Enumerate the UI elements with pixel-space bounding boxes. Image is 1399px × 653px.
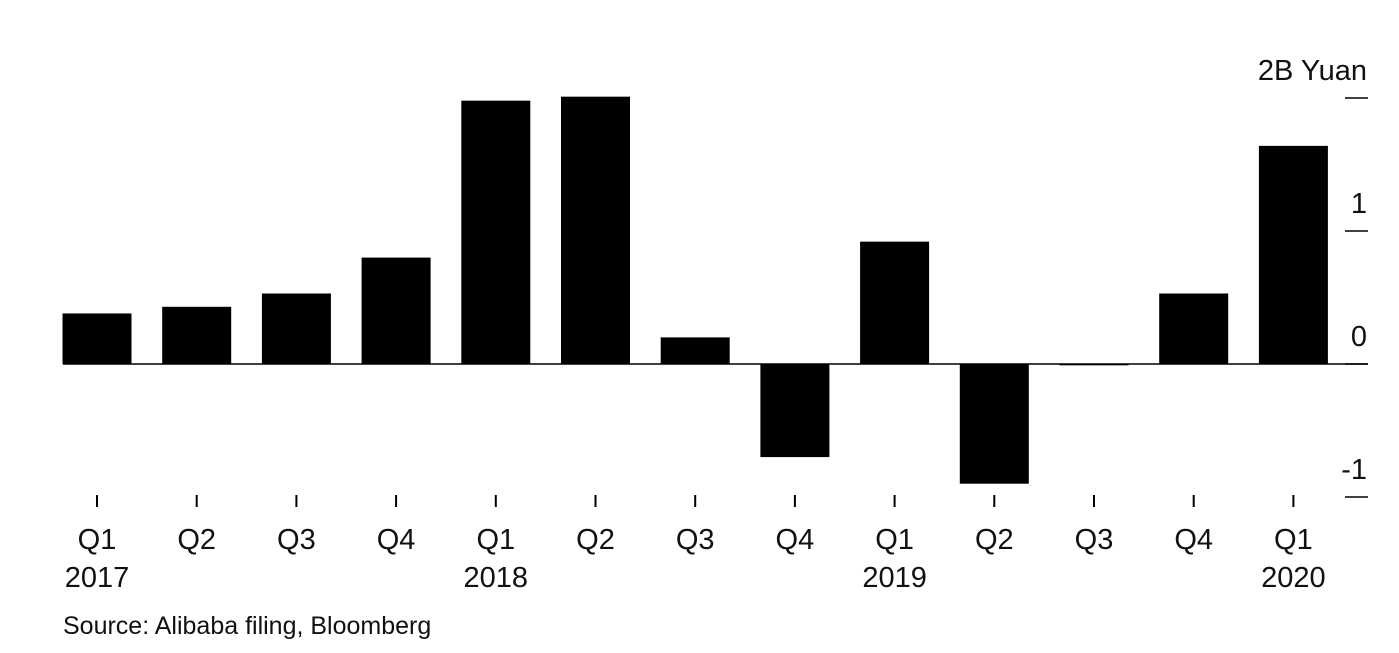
- y-tick-label-3: 2B Yuan: [1258, 55, 1367, 87]
- x-tick-label-0: Q1: [78, 524, 117, 556]
- bar-6: [660, 337, 730, 364]
- bar-8: [860, 241, 930, 364]
- bar-11: [1159, 293, 1229, 364]
- bar-12: [1258, 145, 1328, 364]
- x-tick-label-10: Q3: [1075, 524, 1114, 556]
- x-year-label-12: 2020: [1261, 562, 1326, 594]
- x-year-label-8: 2019: [862, 562, 927, 594]
- bar-7: [760, 364, 830, 458]
- x-tick-label-1: Q2: [177, 524, 216, 556]
- x-tick-label-11: Q4: [1174, 524, 1213, 556]
- x-tick-label-9: Q2: [975, 524, 1014, 556]
- bar-1: [162, 306, 232, 364]
- y-tick-label-1: 0: [1351, 321, 1367, 353]
- y-tick-label-2: 1: [1351, 188, 1367, 220]
- x-tick-label-12: Q1: [1274, 524, 1313, 556]
- x-year-label-4: 2018: [464, 562, 529, 594]
- x-tick-label-8: Q1: [875, 524, 914, 556]
- x-tick-label-7: Q4: [776, 524, 815, 556]
- x-year-label-0: 2017: [65, 562, 130, 594]
- source-note: Source: Alibaba filing, Bloomberg: [63, 612, 432, 640]
- x-tick-label-2: Q3: [277, 524, 316, 556]
- bar-3: [361, 257, 431, 364]
- x-tick-label-3: Q4: [377, 524, 416, 556]
- bar-0: [62, 313, 132, 364]
- bar-5: [561, 96, 630, 365]
- x-tick-label-4: Q1: [476, 524, 515, 556]
- y-tick-label-0: -1: [1341, 454, 1367, 486]
- bar-4: [461, 100, 531, 364]
- bar-2: [261, 293, 331, 364]
- x-tick-label-6: Q3: [676, 524, 715, 556]
- x-tick-label-5: Q2: [576, 524, 615, 556]
- bar-9: [959, 364, 1029, 484]
